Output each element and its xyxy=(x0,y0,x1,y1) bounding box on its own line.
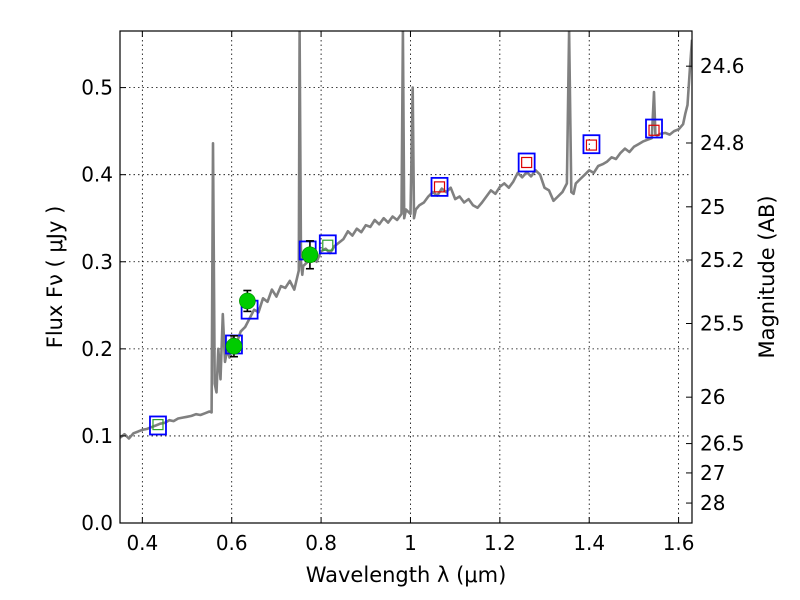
synthetic-photometry-square xyxy=(322,239,334,251)
plot-frame xyxy=(119,30,693,524)
x-tick-label: 1.4 xyxy=(573,531,605,555)
magnitude-tick-label: 26 xyxy=(700,385,725,409)
observed-photometry-point xyxy=(225,337,243,355)
x-tick-label: 0.4 xyxy=(126,531,158,555)
x-axis-title: Wavelength λ (μm) xyxy=(306,563,507,587)
x-tick-label: 1 xyxy=(404,531,417,555)
spectrum-line xyxy=(120,31,692,440)
x-tick-label: 1.6 xyxy=(663,531,695,555)
magnitude-tick-label: 27 xyxy=(700,461,725,485)
y-axis-title: Flux Fν ( μJy ) xyxy=(43,206,67,349)
synthetic-photometry-square xyxy=(585,139,598,151)
y-tick-label: 0.3 xyxy=(81,250,113,274)
series-layer xyxy=(120,31,692,440)
model-photometry-square xyxy=(149,415,167,436)
x-tick-label: 1.2 xyxy=(484,531,516,555)
magnitude-tick-label: 26.5 xyxy=(700,432,745,456)
x-tick-label: 0.6 xyxy=(216,531,248,555)
x-tick-label: 0.8 xyxy=(305,531,337,555)
magnitude-tick-label: 25.5 xyxy=(700,312,745,336)
observed-photometry-point xyxy=(239,292,256,310)
magnitude-tick-label: 24.8 xyxy=(700,131,745,155)
y-tick-label: 0.1 xyxy=(81,424,113,448)
y-tick-label: 0.5 xyxy=(81,76,113,100)
model-photometry-square xyxy=(645,118,663,139)
axis-ticks: 0.4 0.6 0.8 1 1.2 1.4 1.6 0.0 0.1 0.2 0.3 0.4 0.5 24.… xyxy=(81,31,745,555)
model-photometry-square xyxy=(582,134,601,155)
magnitude-tick-label: 25.2 xyxy=(700,248,745,272)
model-photometry-square xyxy=(318,234,337,255)
synthetic-photometry-square xyxy=(433,181,446,193)
y-tick-label: 0.0 xyxy=(81,511,113,535)
magnitude-tick-label: 25 xyxy=(700,195,725,219)
y-axis-right-title: Magnitude (AB) xyxy=(755,195,779,358)
observed-photometry-point xyxy=(301,246,319,264)
y-tick-label: 0.2 xyxy=(81,337,113,361)
y-tick-label: 0.4 xyxy=(81,163,113,187)
magnitude-tick-label: 24.6 xyxy=(700,54,745,78)
synthetic-photometry-square xyxy=(152,419,164,431)
synthetic-photometry-square xyxy=(648,124,660,136)
magnitude-tick-label: 28 xyxy=(700,491,725,515)
model-photometry-square xyxy=(430,176,449,197)
synthetic-photometry-square xyxy=(521,156,533,169)
model-photometry-square xyxy=(517,152,536,173)
